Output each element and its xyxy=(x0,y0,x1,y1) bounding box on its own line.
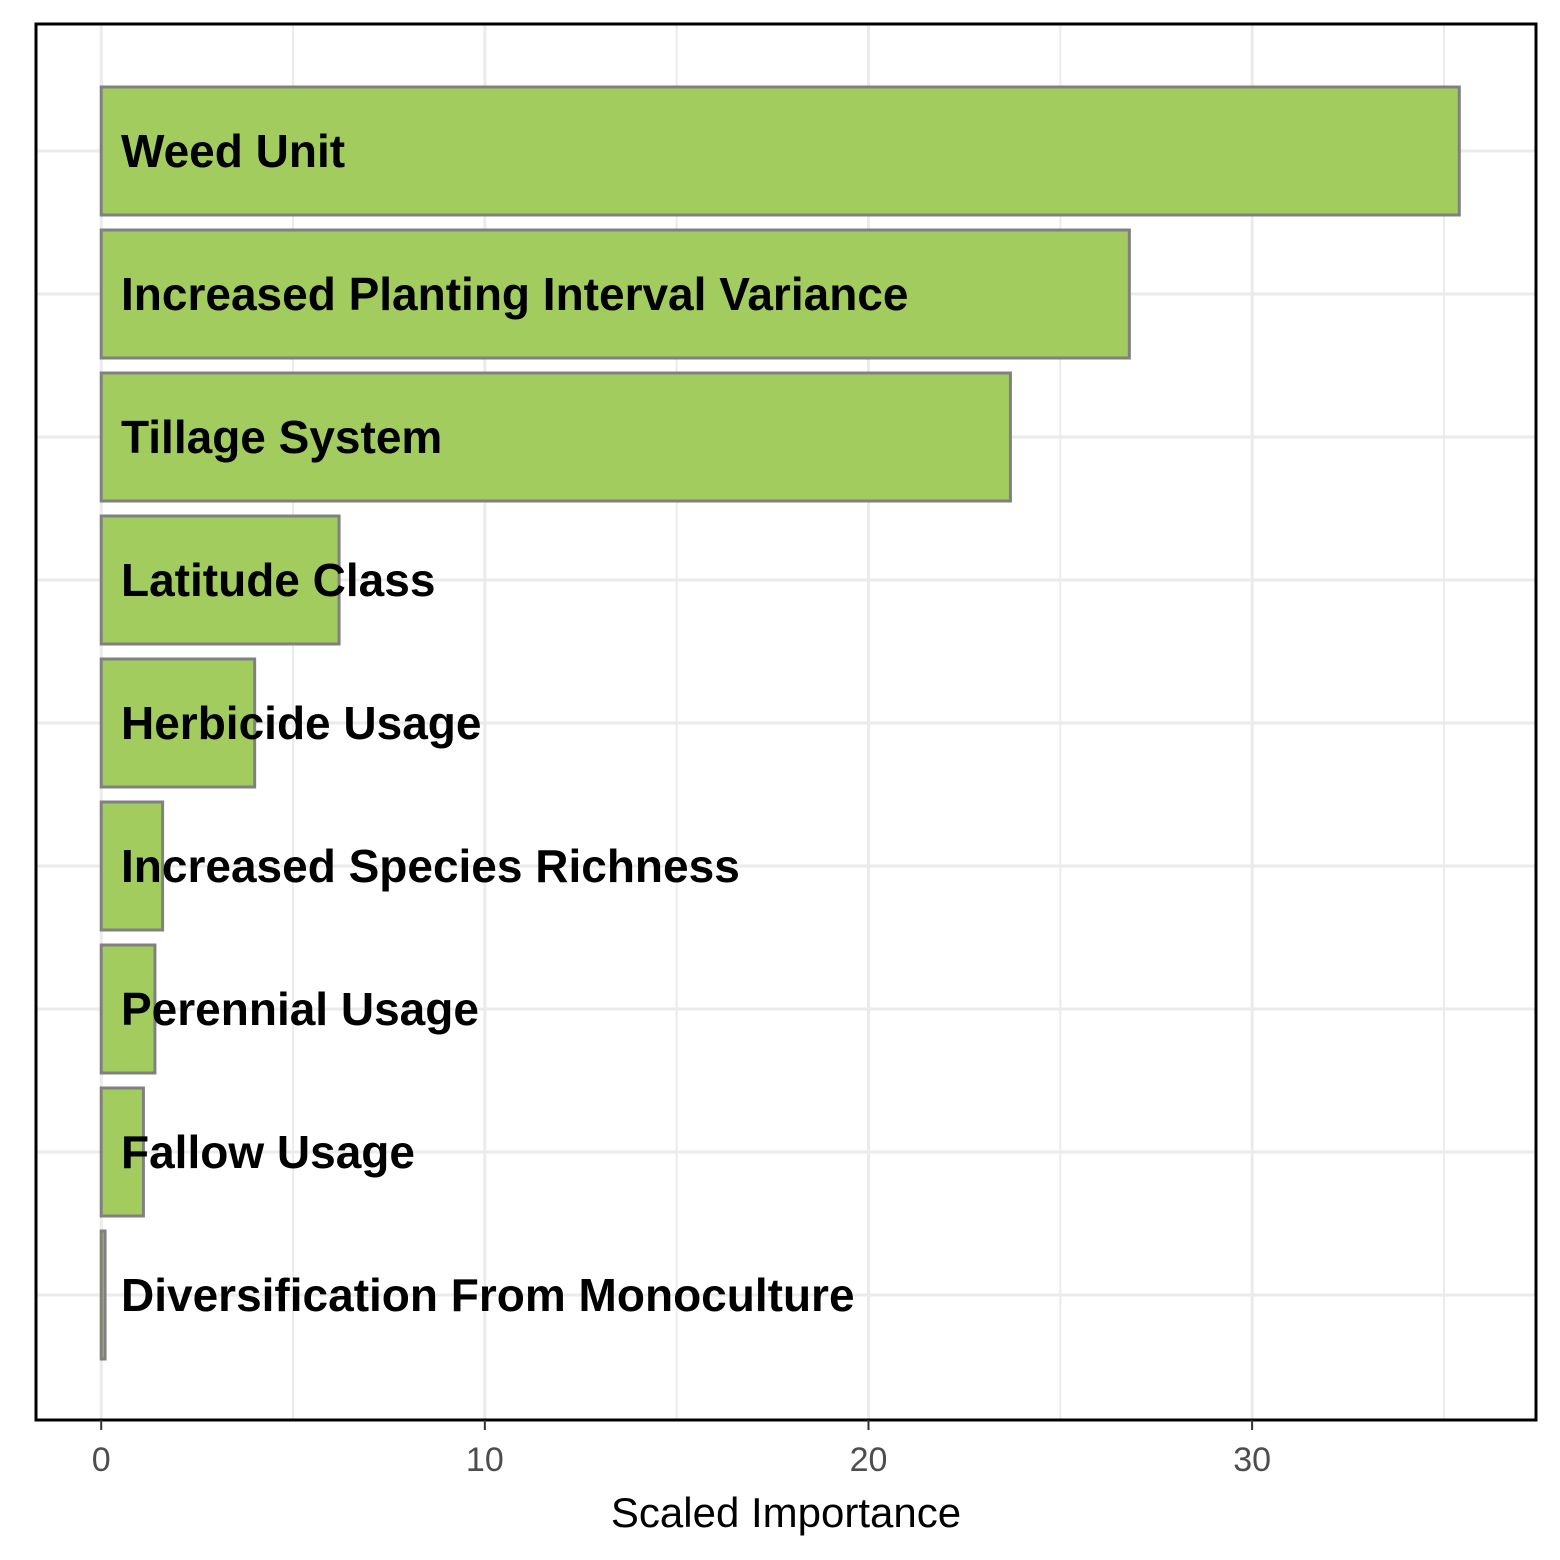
x-tick-label: 20 xyxy=(850,1441,888,1479)
bar-label: Tillage System xyxy=(121,411,442,463)
bar-label: Perennial Usage xyxy=(121,983,479,1035)
bar xyxy=(99,1086,145,1218)
bar-label: Weed Unit xyxy=(121,125,345,177)
bar xyxy=(99,1229,107,1361)
x-tick-label: 0 xyxy=(92,1441,111,1479)
bar xyxy=(99,800,165,932)
x-axis-title: Scaled Importance xyxy=(611,1489,961,1536)
bar xyxy=(99,371,1012,503)
bar xyxy=(99,514,341,646)
bar xyxy=(99,943,157,1075)
panel-border xyxy=(34,22,1538,1422)
bar xyxy=(99,228,1131,360)
bar xyxy=(99,85,1461,217)
bar-label: Herbicide Usage xyxy=(121,697,481,749)
bar-labels: Weed Unit Increased Planting Interval Var… xyxy=(121,125,908,1321)
bar-label: Fallow Usage xyxy=(121,1126,415,1178)
bar-label: Increased Planting Interval Variance xyxy=(121,268,908,320)
x-tick-label: 30 xyxy=(1233,1441,1271,1479)
bar-label: Diversification From Monoculture xyxy=(121,1269,855,1321)
bar-label: Latitude Class xyxy=(121,554,435,606)
bars xyxy=(99,85,1461,1361)
x-axis-ticks: 0 10 20 30 xyxy=(92,1420,1271,1479)
bar xyxy=(99,657,257,789)
bar-label: Increased Species Richness xyxy=(121,840,740,892)
x-tick-label: 10 xyxy=(466,1441,504,1479)
